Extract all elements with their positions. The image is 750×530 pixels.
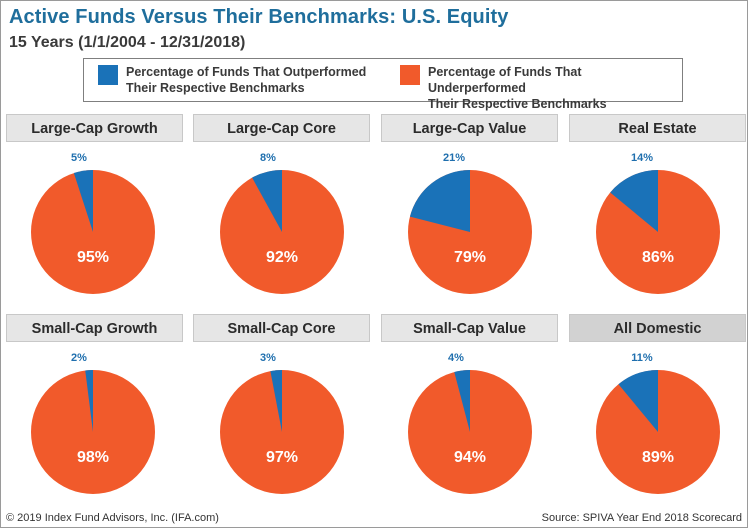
panel-title-small-cap-value: Small-Cap Value [381, 314, 558, 342]
footer-copyright: © 2019 Index Fund Advisors, Inc. (IFA.co… [6, 512, 219, 524]
panel-title-real-estate: Real Estate [569, 114, 746, 142]
data-label-underperformed-small-cap-value: 94% [454, 449, 486, 466]
panel-title-all-domestic: All Domestic [569, 314, 746, 342]
footer-source: Source: SPIVA Year End 2018 Scorecard [541, 512, 742, 524]
pie-slice-outperformed-small-cap-growth [85, 370, 93, 432]
data-label-underperformed-large-cap-growth: 95% [77, 249, 109, 266]
legend: Percentage of Funds That Outperformed Th… [83, 58, 683, 111]
panel-title-small-cap-core: Small-Cap Core [193, 314, 370, 342]
data-label-outperformed-all-domestic: 11% [631, 352, 653, 364]
data-label-outperformed-small-cap-growth: 2% [71, 352, 87, 364]
data-label-outperformed-small-cap-value: 4% [448, 352, 464, 364]
data-label-underperformed-small-cap-growth: 98% [77, 449, 109, 466]
legend-label-underperformed: Percentage of Funds That Underperformed … [428, 65, 607, 111]
pie-slice-outperformed-large-cap-core [252, 170, 282, 232]
data-label-underperformed-large-cap-core: 92% [266, 249, 298, 266]
data-label-underperformed-all-domestic: 89% [642, 449, 674, 466]
legend-swatch-underperformed [400, 65, 420, 85]
data-label-outperformed-large-cap-value: 21% [443, 152, 465, 164]
data-label-underperformed-real-estate: 86% [642, 249, 674, 266]
panel-title-small-cap-growth: Small-Cap Growth [6, 314, 183, 342]
pie-slice-outperformed-real-estate [610, 170, 658, 232]
panel-title-large-cap-growth: Large-Cap Growth [6, 114, 183, 142]
panel-title-large-cap-value: Large-Cap Value [381, 114, 558, 142]
chart-title: Active Funds Versus Their Benchmarks: U.… [9, 6, 509, 28]
data-label-outperformed-large-cap-core: 8% [260, 152, 276, 164]
legend-swatch-outperformed [98, 65, 118, 85]
pie-slice-outperformed-large-cap-value [409, 170, 470, 232]
data-label-outperformed-large-cap-growth: 5% [71, 152, 87, 164]
pie-slice-outperformed-small-cap-value [454, 370, 470, 432]
legend-label-outperformed: Percentage of Funds That Outperformed Th… [126, 65, 367, 95]
data-label-outperformed-real-estate: 14% [631, 152, 653, 164]
chart-subtitle: 15 Years (1/1/2004 - 12/31/2018) [9, 34, 246, 51]
data-label-underperformed-large-cap-value: 79% [454, 249, 486, 266]
pie-slice-outperformed-all-domestic [618, 370, 658, 432]
pie-slice-outperformed-large-cap-growth [73, 170, 93, 232]
data-label-outperformed-small-cap-core: 3% [260, 352, 276, 364]
pie-slice-outperformed-small-cap-core [270, 370, 282, 432]
data-label-underperformed-small-cap-core: 97% [266, 449, 298, 466]
panel-title-large-cap-core: Large-Cap Core [193, 114, 370, 142]
